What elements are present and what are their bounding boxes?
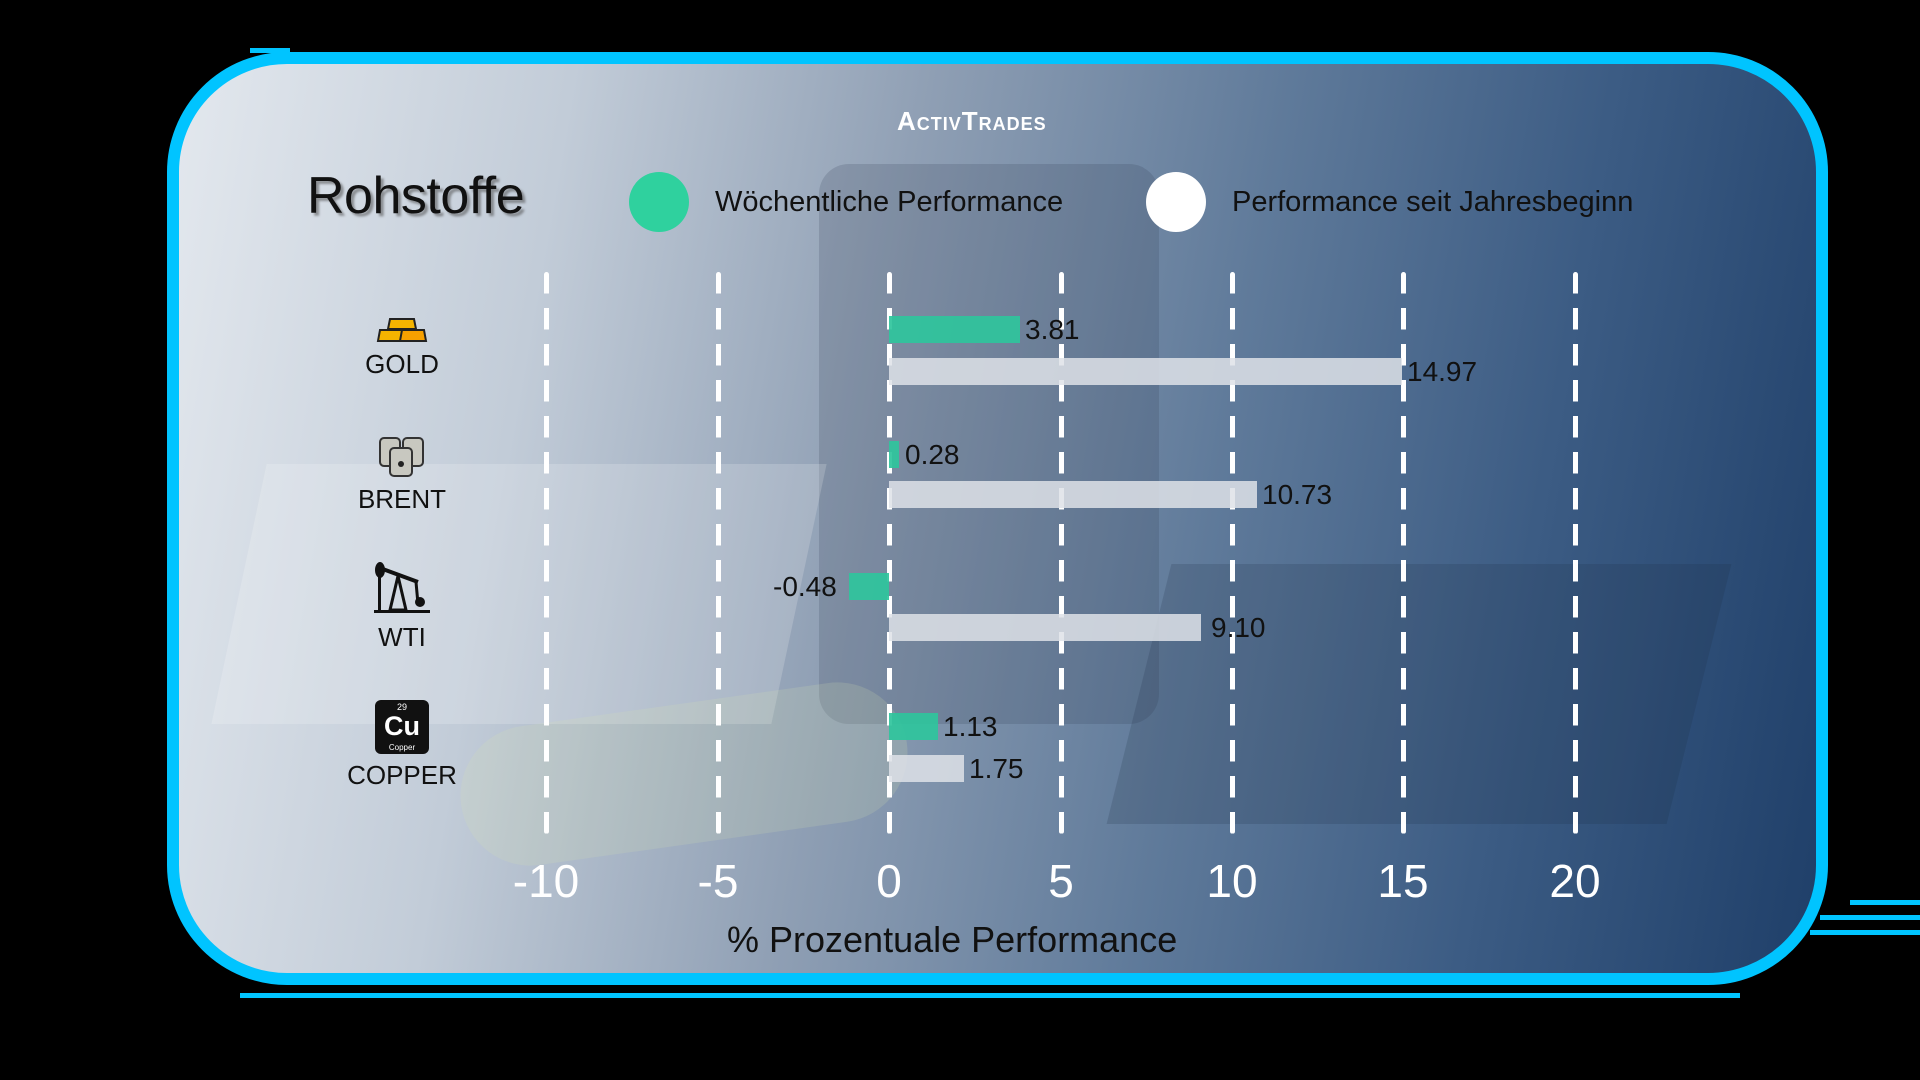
gridline-minus5 (716, 272, 721, 834)
gold-bars-icon (376, 318, 428, 342)
x-tick-20: 20 (1549, 855, 1601, 907)
x-tick-minus5: -5 (697, 855, 739, 907)
legend-weekly-label: Wöchentliche Performance (715, 185, 1064, 218)
category-copper: 29 Cu Copper COPPER (322, 700, 482, 791)
gold-bars-background (1106, 564, 1732, 824)
legend-ytd-swatch (1146, 172, 1206, 232)
bar-weekly-brent (889, 441, 899, 468)
value-ytd-copper: 1.75 (969, 753, 1024, 784)
chart-card: ActivTrades Rohstoffe Wöchentliche Perfo… (167, 52, 1828, 985)
frame-glitch-decoration (1810, 930, 1920, 935)
value-weekly-copper: 1.13 (943, 711, 998, 742)
frame-glitch-decoration (1820, 915, 1920, 920)
x-tick-15: 15 (1377, 855, 1429, 907)
legend-weekly: Wöchentliche Performance (629, 172, 1063, 232)
category-label: GOLD (365, 349, 439, 379)
value-ytd-wti: 9.10 (1211, 612, 1266, 643)
category-label: WTI (378, 622, 426, 652)
value-weekly-brent: 0.28 (905, 439, 960, 470)
copper-element-icon: 29 Cu Copper (375, 700, 429, 754)
x-tick-5: 5 (1048, 855, 1074, 907)
chart-title: Rohstoffe (307, 167, 525, 225)
bar-ytd-wti (889, 614, 1201, 641)
frame-glitch-decoration (1850, 900, 1920, 905)
category-label: COPPER (347, 760, 457, 790)
value-weekly-wti: -0.48 (773, 571, 837, 602)
bar-ytd-copper (889, 755, 964, 782)
frame-glitch-decoration (240, 993, 1740, 998)
category-brent: BRENT (322, 436, 482, 515)
oil-barrels-icon (379, 437, 424, 477)
bar-weekly-wti (849, 573, 889, 600)
category-gold: GOLD (322, 317, 482, 380)
value-ytd-brent: 10.73 (1262, 479, 1333, 510)
legend-ytd: Performance seit Jahresbeginn (1146, 172, 1633, 232)
x-tick-minus10: -10 (512, 855, 580, 907)
x-tick-10: 10 (1206, 855, 1258, 907)
category-label: BRENT (357, 484, 447, 514)
bar-weekly-copper (889, 713, 938, 740)
gridline-10 (1230, 272, 1235, 834)
value-ytd-gold: 14.97 (1407, 356, 1478, 387)
silver-bars-background (211, 464, 827, 724)
element-symbol: Cu (384, 711, 420, 741)
bar-ytd-gold (889, 358, 1402, 385)
value-weekly-gold: 3.81 (1025, 314, 1080, 345)
frame-glitch-decoration (250, 48, 290, 53)
x-tick-0: 0 (876, 855, 902, 907)
category-wti: WTI (322, 560, 482, 653)
gridline-5 (1059, 272, 1064, 834)
element-name: Copper (388, 743, 416, 752)
element-number: 29 (396, 702, 407, 712)
x-axis-label: % Prozentuale Performance (727, 919, 1178, 960)
legend-ytd-label: Performance seit Jahresbeginn (1232, 185, 1634, 218)
legend-weekly-swatch (629, 172, 689, 232)
gridline-20 (1573, 272, 1578, 834)
activtrades-logo: ActivTrades (897, 106, 1047, 136)
bar-ytd-brent (889, 481, 1257, 508)
oil-pump-jack-icon (374, 562, 430, 613)
gridline-15 (1401, 272, 1406, 834)
gridline-minus10 (544, 272, 549, 834)
gridline-0 (887, 272, 892, 834)
bar-weekly-gold (889, 316, 1020, 343)
